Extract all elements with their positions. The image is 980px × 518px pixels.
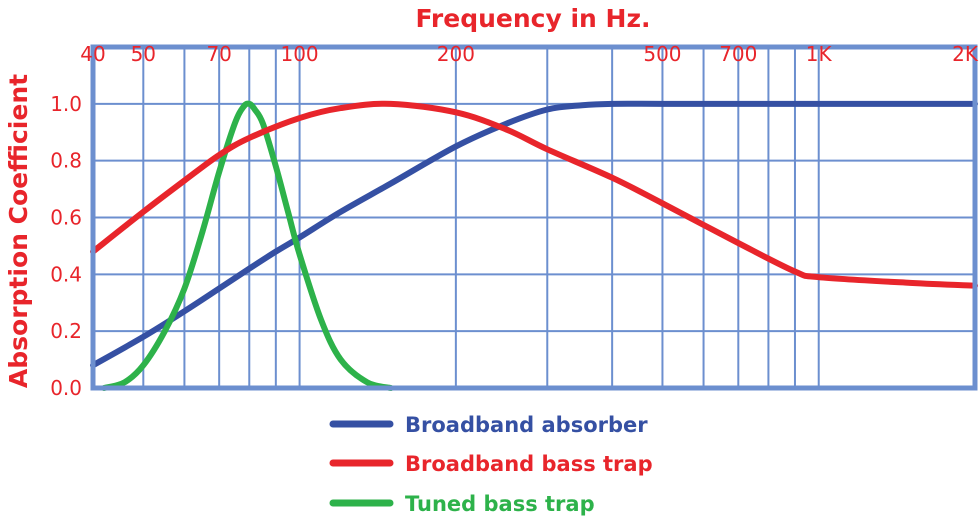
- x-tick-label: 100: [280, 42, 318, 66]
- plot-border: [90, 44, 978, 391]
- legend: Broadband absorber Broadband bass trap Tun…: [329, 413, 653, 516]
- series-line-tuned-bass-trap: [101, 100, 395, 391]
- grid: [93, 47, 975, 388]
- x-tick-label: 500: [643, 42, 681, 66]
- x-tick-labels: 40 50 70 100 200 500 700 1K 2K: [80, 42, 979, 66]
- x-axis-title: Frequency in Hz.: [415, 4, 650, 33]
- legend-label: Tuned bass trap: [405, 492, 595, 516]
- plot-frame: [90, 44, 978, 391]
- y-tick-label: 0.0: [50, 376, 82, 400]
- legend-label: Broadband absorber: [405, 413, 648, 437]
- y-axis-title: Absorption Coefficient: [4, 74, 33, 388]
- x-tick-label: 40: [80, 42, 105, 66]
- legend-label: Broadband bass trap: [405, 452, 653, 476]
- series-lines: [90, 100, 978, 391]
- y-tick-label: 0.4: [50, 262, 82, 286]
- series-line-broadband-absorber: [90, 100, 978, 369]
- x-tick-label: 200: [437, 42, 475, 66]
- x-tick-label: 700: [719, 42, 757, 66]
- x-tick-label: 70: [206, 42, 231, 66]
- y-tick-label: 0.6: [50, 206, 82, 230]
- x-tick-label: 1K: [806, 42, 833, 66]
- x-tick-label: 2K: [952, 42, 979, 66]
- series-line-broadband-bass-trap: [90, 100, 978, 289]
- y-tick-label: 1.0: [50, 92, 82, 116]
- y-tick-label: 0.8: [50, 149, 82, 173]
- y-tick-label: 0.2: [50, 319, 82, 343]
- x-tick-label: 50: [131, 42, 156, 66]
- y-tick-labels: 0.0 0.2 0.4 0.6 0.8 1.0: [50, 92, 82, 400]
